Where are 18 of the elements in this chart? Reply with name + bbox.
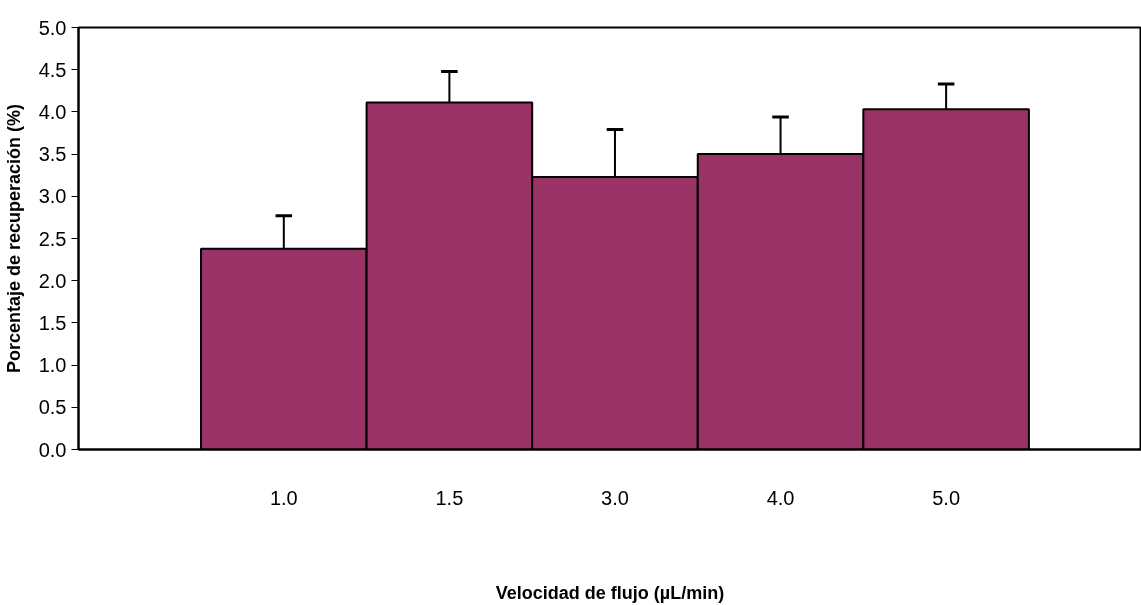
x-tick-label: 4.0 [766, 486, 795, 509]
x-tick-label: 1.0 [269, 486, 298, 509]
y-tick-label: 2.0 [38, 269, 67, 292]
y-tick-label: 4.0 [38, 100, 67, 123]
y-tick-label: 1.5 [38, 311, 67, 334]
y-axis-title: Porcentaje de recuperación (%) [3, 103, 24, 374]
x-axis-title: Velocidad de flujo (µL/min) [495, 582, 725, 603]
y-tick-label: 0.5 [38, 396, 67, 419]
y-tick-label: 4.5 [38, 58, 67, 81]
x-tick-label: 5.0 [932, 486, 961, 509]
x-tick-label: 3.0 [601, 486, 629, 509]
y-tick-label: 1.0 [38, 354, 67, 377]
y-tick-label: 3.0 [38, 185, 67, 208]
y-tick-label: 0.0 [38, 438, 67, 461]
x-tick-label: 1.5 [435, 486, 464, 509]
y-tick-label: 3.5 [38, 143, 67, 166]
y-tick-label: 5.0 [38, 16, 67, 39]
y-tick-label: 2.5 [38, 227, 67, 250]
